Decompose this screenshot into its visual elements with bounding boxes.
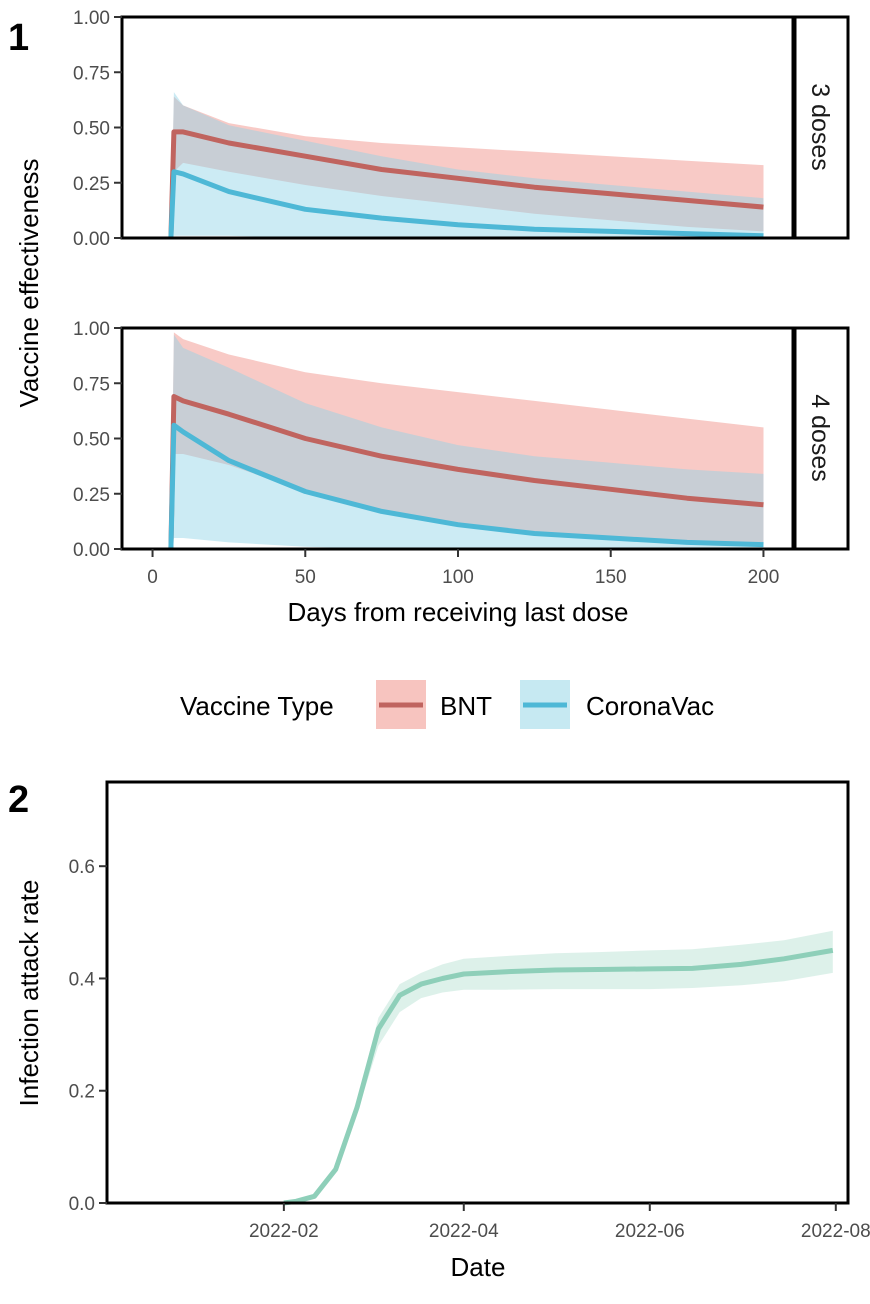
legend-label-coronavac: CoronaVac (586, 691, 714, 721)
ci-band-bnt-4-doses (170, 332, 764, 549)
legend-key-coronavac (520, 680, 570, 729)
x-tick-label: 200 (748, 567, 780, 588)
y-tick-label: 0.6 (69, 857, 95, 878)
panel-label-1: 1 (8, 17, 29, 59)
x-tick-label: 0 (147, 567, 158, 588)
x-tick-label: 2022-08 (801, 1221, 870, 1242)
y-axis-title-chart-1: Vaccine effectiveness (14, 158, 44, 407)
y-tick-label: 0.00 (73, 229, 110, 250)
x-tick-label: 100 (442, 567, 474, 588)
attack-rate-chart: 0.00.20.40.6 2022-02 2022-04 2022-06 2022-0… (69, 780, 870, 1242)
facet-3-doses: 3 doses 0.00 0.25 0.50 0.75 1.00 (73, 8, 850, 250)
strip-box-4-doses (792, 326, 850, 551)
y-tick-label: 0.2 (69, 1082, 95, 1103)
y-tick-label: 1.00 (73, 8, 110, 29)
attack-rate-line (283, 947, 834, 1206)
legend-label-bnt: BNT (440, 691, 492, 721)
y-tick-label: 0.00 (73, 540, 110, 561)
series-line-bnt-4-doses (168, 394, 764, 550)
x-tick-label: 2022-04 (429, 1221, 499, 1242)
y-tick-label: 0.0 (69, 1194, 95, 1215)
x-tick-label: 2022-06 (615, 1221, 685, 1242)
legend-title: Vaccine Type (180, 691, 334, 721)
y-tick-label: 0.50 (73, 119, 110, 140)
panel-border-attack-rate (105, 780, 850, 1205)
y-tick-label: 0.4 (69, 969, 96, 990)
y-tick-label: 0.25 (73, 485, 110, 506)
panel-label-2: 2 (8, 779, 29, 821)
facet-3-doses-bands (170, 92, 764, 238)
facet-3-doses-lines (168, 129, 764, 239)
facet-4-doses-lines (168, 394, 764, 550)
x-tick-label: 50 (295, 567, 316, 588)
y-axis-title-chart-2: Infection attack rate (14, 880, 44, 1107)
y-tick-label: 0.50 (73, 430, 110, 451)
strip-label-3-doses: 3 doses (806, 83, 834, 171)
x-axis-title-chart-1: Days from receiving last dose (287, 597, 628, 627)
series-line-coronavac-4-doses (168, 422, 764, 550)
legend: Vaccine Type BNT CoronaVac (180, 680, 714, 729)
y-ticks-4-doses: 0.00 0.25 0.50 0.75 1.00 (73, 319, 122, 561)
ci-band-bnt-3-doses (170, 96, 764, 238)
strip-label-4-doses: 4 doses (806, 394, 834, 482)
plot-area-attack-rate (107, 782, 848, 1203)
x-ticks-chart-1: 0 50 100 150 200 (147, 549, 779, 588)
x-axis-title-chart-2: Date (451, 1252, 506, 1282)
series-line-coronavac-3-doses (168, 169, 764, 239)
strip-box-3-doses (792, 15, 850, 240)
y-ticks-chart-2: 0.0 0.2 0.4 0.6 (69, 857, 107, 1215)
plot-area-4-doses (122, 328, 794, 549)
ci-band-coronavac-3-doses (170, 92, 764, 238)
y-tick-label: 0.75 (73, 374, 110, 395)
x-tick-label: 150 (595, 567, 627, 588)
series-line-bnt-3-doses (168, 129, 764, 239)
x-ticks-chart-2: 2022-02 2022-04 2022-06 2022-08 (249, 1203, 870, 1242)
facet-4-doses: 4 doses 0.00 0.25 0.50 0.75 1.00 0 50 100 150 20… (73, 319, 850, 588)
x-tick-label: 2022-02 (249, 1221, 319, 1242)
series-line-attack-rate (283, 947, 834, 1206)
y-tick-label: 0.75 (73, 63, 110, 84)
y-tick-label: 0.25 (73, 174, 110, 195)
legend-key-bnt (376, 680, 426, 729)
y-tick-label: 1.00 (73, 319, 110, 340)
y-ticks-3-doses: 0.00 0.25 0.50 0.75 1.00 (73, 8, 122, 250)
